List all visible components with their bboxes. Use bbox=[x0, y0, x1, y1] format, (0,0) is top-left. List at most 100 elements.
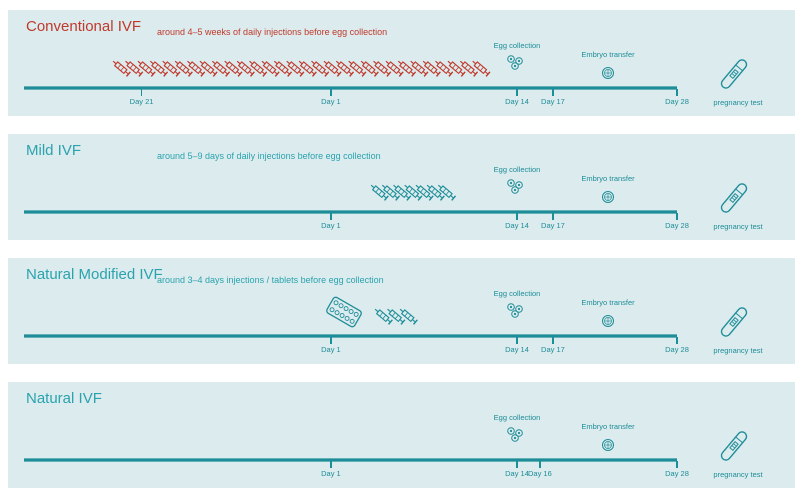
syringe-icon bbox=[162, 60, 181, 77]
day-label: Day 1 bbox=[321, 345, 341, 354]
day-tick bbox=[330, 461, 332, 468]
day-tick bbox=[330, 89, 332, 96]
day-label: Day 21 bbox=[129, 97, 154, 106]
day-tick bbox=[676, 213, 678, 220]
syringe-icon bbox=[410, 60, 429, 77]
egg-collection-label: Egg collection bbox=[493, 289, 541, 298]
egg-collection-icon bbox=[507, 55, 523, 70]
day-tick bbox=[552, 89, 554, 96]
syringe-icon bbox=[381, 184, 401, 201]
day-tick bbox=[676, 89, 678, 96]
egg-collection-label: Egg collection bbox=[493, 413, 541, 422]
syringe-icon bbox=[261, 60, 280, 77]
pregnancy-test-icon bbox=[720, 59, 748, 89]
day-label: Day 28 bbox=[665, 221, 689, 230]
syringe-icon bbox=[286, 60, 305, 77]
day-label: Day 28 bbox=[665, 97, 689, 106]
syringe-icon bbox=[273, 60, 293, 77]
day-label: Day 14 bbox=[505, 97, 529, 106]
syringe-icon bbox=[236, 60, 255, 77]
syringe-icon bbox=[459, 60, 479, 77]
timeline-graphics bbox=[24, 296, 748, 338]
panel-title: Natural IVF bbox=[26, 390, 102, 407]
tablet-blister-icon bbox=[326, 296, 362, 328]
timeline-graphics bbox=[24, 55, 748, 90]
timeline-panel-4: Natural IVF Day 1 Day 14 Day 16 Day 28 Egg co… bbox=[8, 382, 795, 488]
day-tick bbox=[330, 337, 332, 344]
syringe-icon bbox=[149, 60, 169, 77]
embryo-transfer-label: Embryo transfer bbox=[581, 50, 635, 59]
pregnancy-test-label: pregnancy test bbox=[713, 470, 763, 479]
syringe-icon bbox=[404, 184, 423, 201]
panel-subtitle: around 5–9 days of daily injections befo… bbox=[157, 151, 381, 161]
day-tick bbox=[676, 337, 678, 344]
day-label: Day 16 bbox=[527, 469, 552, 478]
timeline-graphics bbox=[24, 179, 748, 214]
embryo-icon bbox=[602, 191, 614, 203]
syringe-icon bbox=[199, 60, 218, 77]
syringe-icon bbox=[422, 60, 441, 77]
syringe-icon bbox=[426, 184, 445, 201]
embryo-icon bbox=[602, 315, 614, 327]
syringe-icon bbox=[348, 60, 367, 77]
syringe-icon bbox=[397, 60, 417, 77]
day-label: Day 28 bbox=[665, 345, 689, 354]
pregnancy-test-label: pregnancy test bbox=[713, 98, 763, 107]
timeline-panel-3: Natural Modified IVF around 3–4 days inje… bbox=[8, 258, 795, 364]
syringe-icon bbox=[385, 60, 404, 77]
syringe-icon bbox=[249, 60, 268, 77]
panel-subtitle: around 3–4 days injections / tablets bef… bbox=[157, 275, 384, 285]
embryo-transfer-label: Embryo transfer bbox=[581, 174, 635, 183]
egg-collection-icon bbox=[507, 303, 523, 318]
day-tick bbox=[516, 213, 518, 220]
panel-title: Conventional IVF bbox=[26, 18, 142, 35]
syringe-icon bbox=[174, 60, 193, 77]
day-tick bbox=[676, 461, 678, 468]
pregnancy-test-icon bbox=[720, 307, 748, 337]
syringe-icon bbox=[387, 308, 406, 325]
embryo-transfer-label: Embryo transfer bbox=[581, 422, 635, 431]
syringe-icon bbox=[125, 60, 144, 77]
day-tick bbox=[516, 461, 518, 468]
syringe-icon bbox=[360, 60, 379, 77]
panel-subtitle: around 4–5 weeks of daily injections bef… bbox=[157, 27, 388, 37]
syringe-icon bbox=[373, 60, 392, 77]
syringe-icon bbox=[447, 60, 466, 77]
day-label: Day 14 bbox=[505, 469, 529, 478]
day-tick bbox=[552, 213, 554, 220]
syringe-icon bbox=[112, 60, 131, 77]
syringe-icon bbox=[472, 60, 491, 77]
panel-title: Natural Modified IVF bbox=[26, 266, 163, 283]
syringe-icon bbox=[393, 184, 412, 201]
day-tick bbox=[516, 89, 518, 96]
syringe-icon bbox=[211, 60, 231, 77]
day-label: Day 1 bbox=[321, 221, 341, 230]
day-tick bbox=[552, 337, 554, 344]
day-tick bbox=[539, 461, 541, 468]
egg-collection-icon bbox=[507, 179, 523, 194]
syringe-icon bbox=[187, 60, 206, 77]
day-label: Day 17 bbox=[541, 97, 565, 106]
egg-collection-label: Egg collection bbox=[493, 165, 541, 174]
day-label: Day 14 bbox=[505, 221, 529, 230]
pregnancy-test-icon bbox=[720, 431, 748, 461]
syringe-icon bbox=[298, 60, 317, 77]
syringe-icon bbox=[437, 184, 457, 201]
embryo-transfer-label: Embryo transfer bbox=[581, 298, 635, 307]
timeline-graphics bbox=[24, 427, 748, 462]
syringe-icon bbox=[323, 60, 342, 77]
embryo-icon bbox=[602, 67, 614, 79]
day-label: Day 17 bbox=[541, 345, 565, 354]
timeline-panel-2: Mild IVF around 5–9 days of daily injecti… bbox=[8, 134, 795, 240]
syringe-icon bbox=[137, 60, 156, 77]
syringe-icon bbox=[311, 60, 330, 77]
syringe-icon bbox=[415, 184, 434, 201]
day-label: Day 14 bbox=[505, 345, 529, 354]
egg-collection-label: Egg collection bbox=[493, 41, 541, 50]
pregnancy-test-label: pregnancy test bbox=[713, 222, 763, 231]
day-label: Day 17 bbox=[541, 221, 565, 230]
day-tick bbox=[330, 213, 332, 220]
syringe-icon bbox=[370, 184, 389, 201]
pregnancy-test-label: pregnancy test bbox=[713, 346, 763, 355]
timeline-panel-1: Conventional IVF around 4–5 weeks of dail… bbox=[8, 10, 795, 116]
